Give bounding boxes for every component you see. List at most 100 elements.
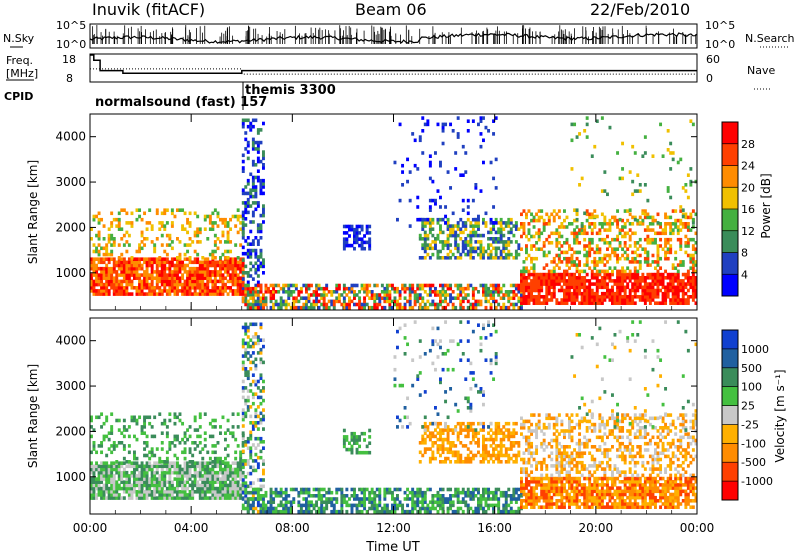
power-cell (224, 276, 227, 280)
power-cell (305, 299, 308, 304)
power-cell (469, 233, 473, 238)
power-cell (691, 217, 695, 222)
power-cell (441, 243, 445, 247)
velocity-cell (282, 503, 286, 508)
velocity-cell (256, 427, 260, 431)
power-cell (456, 256, 460, 260)
velocity-cell (208, 456, 212, 461)
power-cell (669, 228, 673, 232)
power-cell (421, 221, 425, 225)
power-cell (575, 256, 579, 261)
power-cell (203, 286, 207, 290)
power-cell (403, 302, 407, 307)
power-cell (105, 289, 109, 293)
power-cell (446, 243, 450, 247)
velocity-cell (254, 490, 258, 495)
power-cell (560, 225, 564, 229)
power-cell (335, 296, 339, 300)
power-cell (439, 240, 442, 244)
power-cell (358, 305, 362, 310)
power-cell (661, 285, 665, 290)
power-cell (256, 156, 260, 161)
power-cell (669, 279, 673, 283)
power-cell (249, 296, 253, 300)
power-cell (449, 296, 453, 300)
velocity-cell (241, 433, 245, 438)
velocity-cell (363, 494, 367, 498)
power-cell (646, 241, 650, 245)
power-cell (623, 279, 627, 283)
power-cell (441, 141, 445, 146)
velocity-cell (246, 395, 250, 400)
velocity-cell (198, 470, 202, 475)
power-cell (618, 241, 622, 245)
power-cell (107, 273, 111, 277)
power-cell (236, 217, 240, 222)
velocity-cell (138, 483, 142, 488)
power-cell (623, 285, 627, 290)
power-cell (593, 209, 597, 213)
velocity-cell (112, 461, 116, 465)
power-cell (674, 291, 678, 296)
power-cell (646, 215, 650, 220)
power-cell (689, 260, 693, 264)
velocity-cell (244, 487, 248, 492)
velocity-cell (102, 493, 106, 497)
power-cell (249, 305, 253, 310)
power-cell (578, 285, 582, 290)
velocity-cell (168, 444, 172, 448)
velocity-cell (236, 470, 240, 475)
velocity-cell (241, 431, 245, 435)
velocity-cell (110, 490, 114, 494)
power-cell (269, 283, 273, 288)
power-cell (219, 286, 222, 290)
power-cell (631, 256, 635, 261)
power-cell (244, 210, 248, 215)
velocity-cell (360, 509, 364, 514)
power-cell (355, 227, 359, 232)
power-cell (585, 250, 589, 255)
velocity-cell (90, 493, 93, 497)
power-cell (105, 263, 109, 268)
power-cell (413, 138, 417, 143)
power-cell (269, 296, 273, 300)
power-cell (535, 295, 539, 299)
velocity-cell (208, 496, 212, 500)
power-cell (616, 256, 620, 261)
power-cell (90, 227, 93, 231)
velocity-cell (130, 418, 134, 423)
power-cell (482, 256, 485, 260)
power-cell (133, 263, 136, 268)
velocity-cell (231, 496, 235, 500)
power-cell (664, 222, 668, 226)
power-cell (186, 257, 190, 261)
power-cell (206, 273, 210, 277)
power-cell (638, 282, 642, 286)
power-cell (418, 305, 422, 310)
power-cell (484, 224, 488, 228)
power-cell (150, 279, 154, 284)
power-cell (611, 295, 614, 299)
power-cell (436, 252, 440, 257)
velocity-cell (90, 450, 93, 455)
velocity-cell (241, 490, 245, 495)
power-cell (664, 250, 668, 255)
power-cell (449, 122, 453, 127)
power-cell (120, 270, 124, 274)
power-cell (294, 296, 298, 300)
power-cell (679, 260, 683, 264)
power-cell (669, 285, 673, 290)
power-cell (537, 282, 541, 286)
velocity-cell (383, 503, 387, 508)
power-cell (671, 288, 675, 293)
power-cell (428, 243, 432, 247)
power-cell (322, 305, 326, 310)
velocity-cell (176, 434, 179, 439)
velocity-cell (188, 447, 192, 451)
power-cell (537, 285, 541, 290)
power-cell (112, 289, 116, 293)
power-cell (365, 286, 369, 291)
power-cell (186, 243, 190, 247)
power-cell (241, 283, 245, 288)
power-cell (201, 292, 205, 296)
